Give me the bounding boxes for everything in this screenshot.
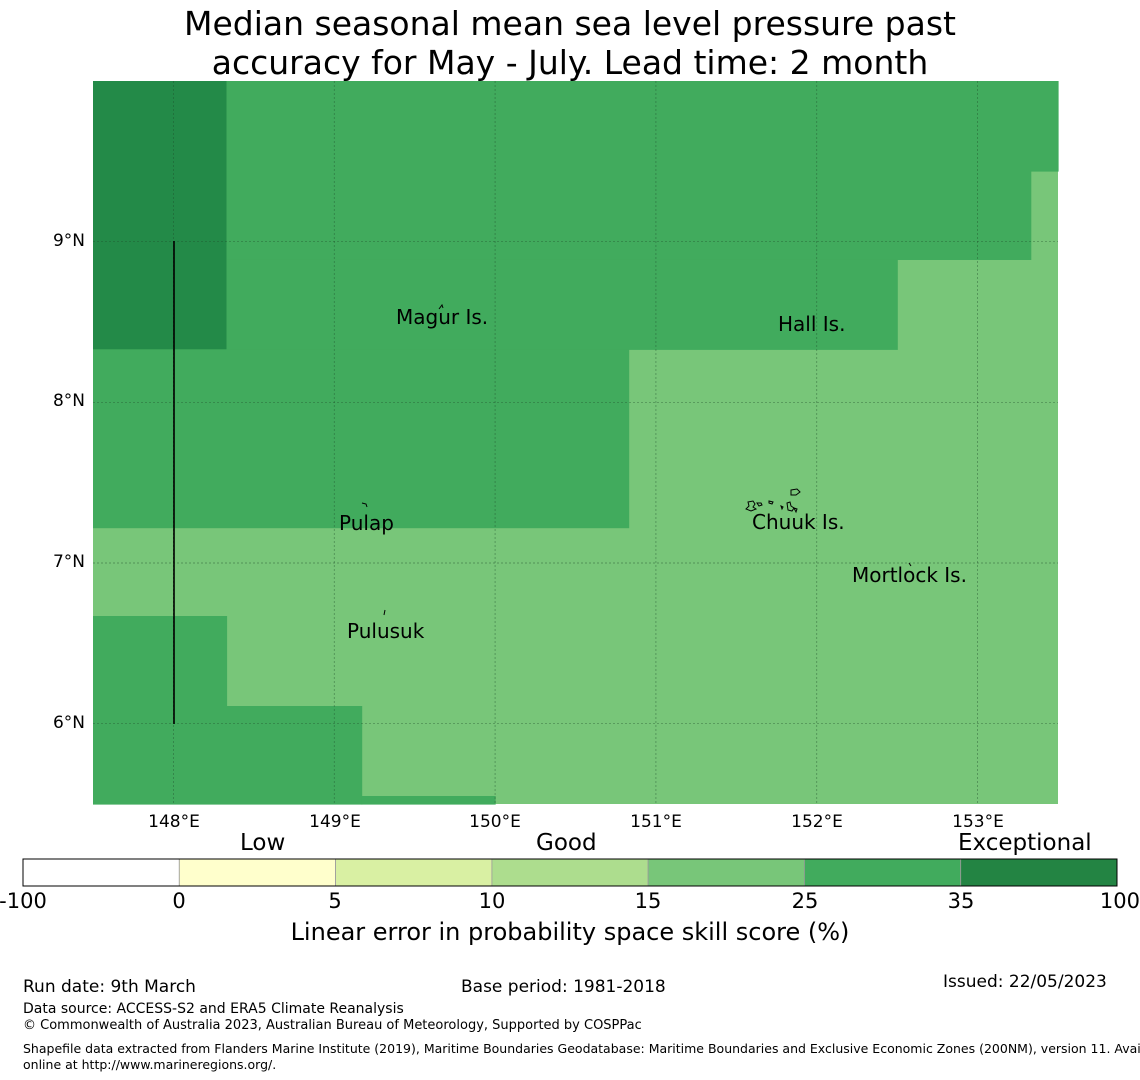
colorbar-cells <box>22 858 1118 887</box>
colorbar-cell-2 <box>335 858 493 887</box>
shapefile-credit-line-2: online at http://www.marineregions.org/. <box>23 1057 277 1072</box>
colorbar-cell-5 <box>804 858 962 887</box>
colorbar-tick-0: 0 <box>172 889 186 913</box>
data-source: Data source: ACCESS-S2 and ERA5 Climate … <box>23 1001 404 1017</box>
place-magur: Magur Is. <box>396 305 489 329</box>
pulap-island-outline <box>361 502 368 508</box>
skill-region-high-4 <box>93 349 630 529</box>
colorbar-cell-6 <box>960 858 1118 887</box>
colorbar-tick-10: 10 <box>478 889 506 913</box>
colorbar-tick-35: 35 <box>947 889 975 913</box>
chuuk-island-outline-3 <box>756 502 763 507</box>
copyright: © Commonwealth of Australia 2023, Austra… <box>23 1018 642 1033</box>
place-pulap: Pulap <box>339 511 394 535</box>
lat-label-9n: 9°N <box>52 231 85 251</box>
skill-region-high-2 <box>226 171 1032 260</box>
lat-label-7n: 7°N <box>52 552 85 572</box>
graticule <box>93 81 1058 804</box>
legend-category-exceptional: Exceptional <box>958 830 1092 856</box>
skill-region-high-1 <box>226 81 1059 172</box>
title-line-1: Median seasonal mean sea level pressure … <box>184 4 956 43</box>
place-pulusuk: Pulusuk <box>347 619 425 643</box>
chart-title: Median seasonal mean sea level pressure … <box>0 4 1140 82</box>
shapefile-credit-line-1: Shapefile data extracted from Flanders M… <box>23 1041 1140 1056</box>
place-chuuk: Chuuk Is. <box>752 510 845 534</box>
title-line-2: accuracy for May - July. Lead time: 2 mo… <box>211 43 929 82</box>
skill-region-high-5 <box>93 616 228 707</box>
mortlock-island-outline <box>908 562 912 567</box>
lon-label-151e: 151°E <box>630 812 682 832</box>
pulusuk-island-outline <box>383 609 386 616</box>
colorbar-tick-minus100: -100 <box>0 889 47 913</box>
colorbar-tick-15: 15 <box>634 889 662 913</box>
base-period: Base period: 1981-2018 <box>461 977 666 997</box>
chuuk-island-outline-1 <box>790 488 801 496</box>
colorbar-tick-25: 25 <box>791 889 819 913</box>
colorbar-cell-3 <box>491 858 649 887</box>
colorbar-label: Linear error in probability space skill … <box>290 918 850 946</box>
place-hall: Hall Is. <box>778 312 846 336</box>
colorbar-cell-4 <box>647 858 805 887</box>
island-outlines <box>361 303 912 616</box>
legend-category-good: Good <box>536 830 597 856</box>
magur-island-outline <box>438 303 444 310</box>
run-date: Run date: 9th March <box>23 977 196 997</box>
skill-regions <box>93 81 1059 805</box>
legend-category-low: Low <box>240 830 286 856</box>
skill-region-high-7 <box>361 796 496 805</box>
lon-label-148e: 148°E <box>148 812 200 832</box>
issued-date: Issued: 22/05/2023 <box>943 972 1107 992</box>
place-mortlock: Mortlock Is. <box>852 563 967 587</box>
lon-label-152e: 152°E <box>791 812 843 832</box>
colorbar-tick-100: 100 <box>1099 889 1140 913</box>
chuuk-island-outline-4 <box>768 500 774 505</box>
colorbar-cell-0 <box>22 858 180 887</box>
lat-label-6n: 6°N <box>52 713 85 733</box>
skill-region-exceptional-0 <box>93 81 228 350</box>
colorbar <box>22 858 1118 887</box>
colorbar-tick-5: 5 <box>328 889 342 913</box>
map-plot <box>93 81 1059 805</box>
lon-label-150e: 150°E <box>469 812 521 832</box>
chuuk-island-outline-6 <box>793 507 798 514</box>
lat-label-8n: 8°N <box>52 391 85 411</box>
chuuk-island-outline-2 <box>745 500 758 512</box>
lon-label-149e: 149°E <box>309 812 361 832</box>
lon-label-153e: 153°E <box>952 812 1004 832</box>
skill-region-high-3 <box>226 259 898 350</box>
colorbar-frame <box>22 858 1118 887</box>
colorbar-cell-1 <box>178 858 337 887</box>
skill-region-high-6 <box>93 706 363 805</box>
chuuk-island-outline-7 <box>780 505 784 511</box>
